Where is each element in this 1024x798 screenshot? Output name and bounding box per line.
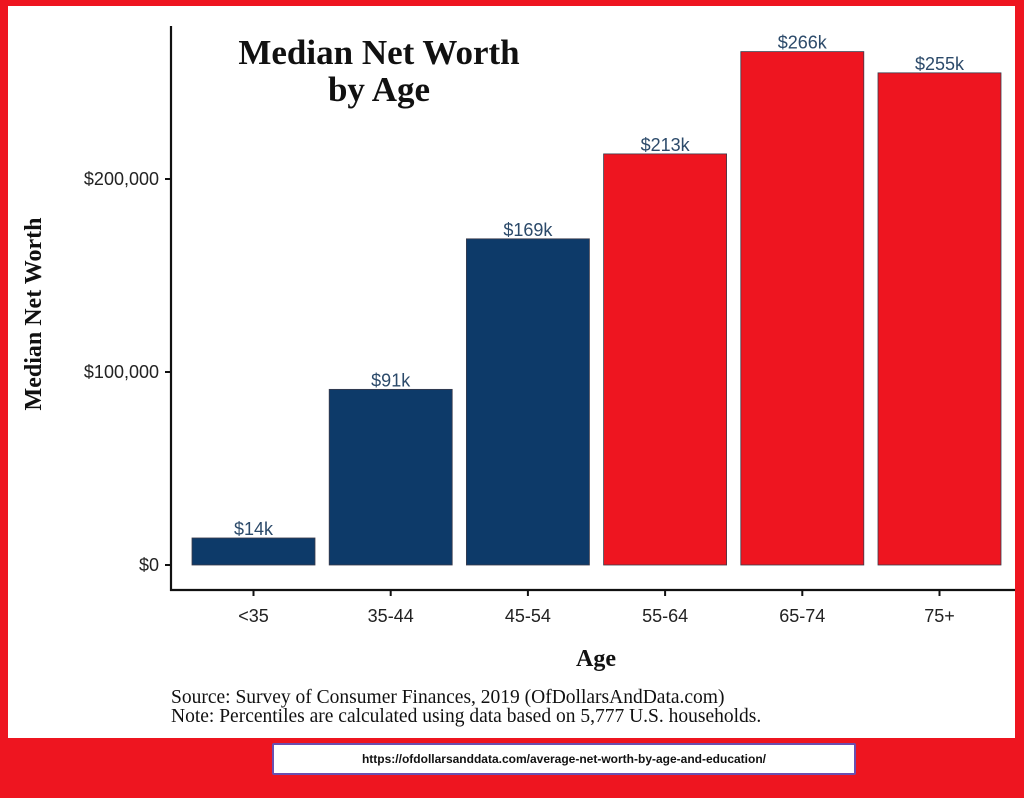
source-caption: Source: Survey of Consumer Finances, 201… [171,687,724,708]
bar-35-44 [328,388,453,566]
data-labels-group: $14k $91k $169k $213k $266k $255k [234,33,965,539]
y-tick-label: $200,000 [84,169,159,189]
x-tick-label: 75+ [924,606,955,626]
x-tick-label: <35 [238,606,269,626]
data-label: $91k [371,370,411,390]
y-axis-title: Median Net Worth [21,218,47,411]
y-axis: $0 $100,000 $200,000 [84,26,173,591]
bar-chart: Median Net Worth by Age Median Net Worth… [21,26,1015,727]
x-tick-label: 65-74 [779,606,825,626]
data-label: $266k [778,33,828,53]
note-caption: Note: Percentiles are calculated using d… [171,706,761,727]
chart-title: Median Net Worth by Age [238,33,519,109]
data-label: $169k [503,220,553,240]
data-label: $255k [915,54,965,74]
bar-65-74 [740,51,865,566]
data-label: $14k [234,519,274,539]
bar-55-64 [603,153,727,566]
y-tick-label: $0 [139,555,159,575]
data-label: $213k [641,135,691,155]
y-tick-label: $100,000 [84,362,159,382]
x-tick-label: 45-54 [505,606,551,626]
x-tick-label: 55-64 [642,606,688,626]
bar-75 [877,72,1002,566]
chart-title-line-1: Median Net Worth [238,33,519,72]
chart-panel: Median Net Worth by Age Median Net Worth… [8,6,1015,738]
bar-35 [191,537,316,566]
x-tick-label: 35-44 [368,606,414,626]
source-url[interactable]: https://ofdollarsanddata.com/average-net… [361,752,767,766]
x-axis-title: Age [576,646,616,672]
bars-group [191,51,1002,566]
bar-45-54 [465,238,590,566]
chart-title-line-2: by Age [328,70,430,109]
x-axis: <35 35-44 45-54 55-64 65-74 75+ [170,588,1015,626]
source-url-box[interactable]: https://ofdollarsanddata.com/average-net… [272,743,856,775]
